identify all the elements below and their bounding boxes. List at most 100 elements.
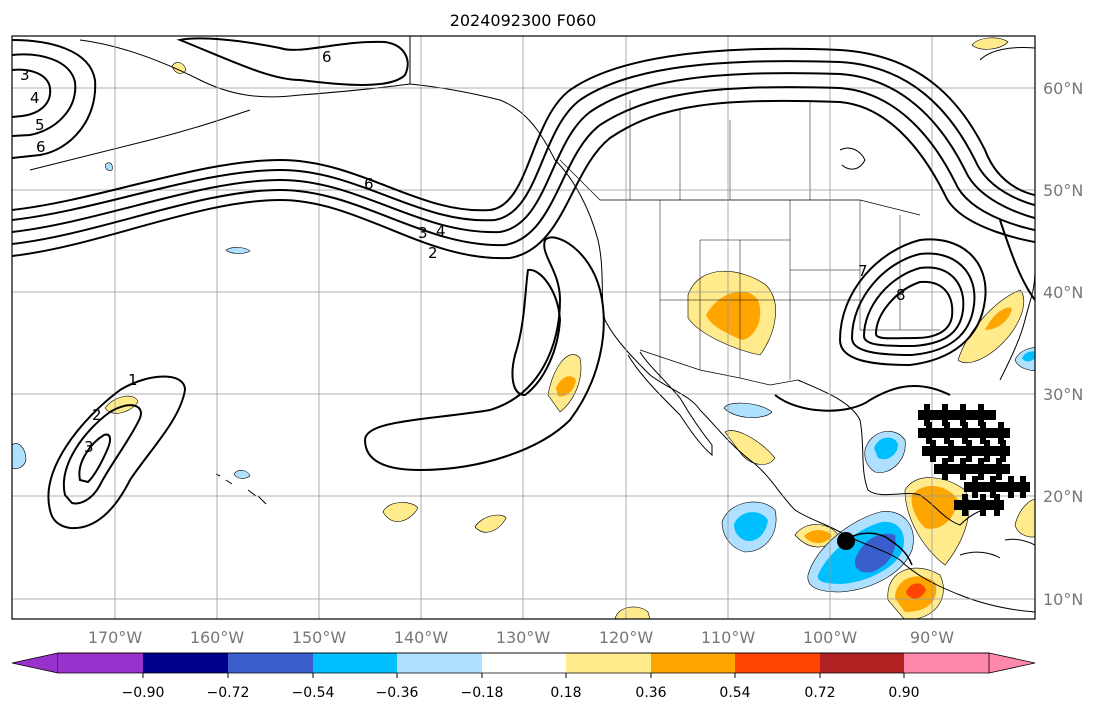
positive-anomaly-arctic — [171, 62, 187, 74]
contour-line-arctic-low-3 — [12, 68, 52, 118]
longitude-tick-label: 160°W — [190, 628, 245, 647]
plus-marker-row-4 — [934, 458, 1010, 480]
colorbar-tick-label: −0.90 — [122, 685, 165, 701]
latitude-tick-label: 50°N — [1043, 181, 1083, 200]
positive-anomaly-caribbean — [1014, 498, 1035, 538]
colorbar-tick-label: 0.72 — [804, 685, 835, 701]
negative-anomaly-guatemala-core — [854, 533, 896, 573]
contour-line-ridge-1 — [12, 47, 1035, 212]
contour-line-trough-west-inner — [511, 268, 562, 397]
contour-label: 2 — [92, 406, 102, 424]
latitude-tick-label: 10°N — [1043, 590, 1083, 609]
longitude-tick-label: 130°W — [496, 628, 551, 647]
contour-label: 5 — [35, 116, 45, 134]
colorbar: −0.90 −0.72 −0.54 −0.36 −0.18 0.18 0.36 … — [11, 652, 1036, 701]
colorbar-segment — [735, 653, 820, 673]
positive-anomaly-pacific-1 — [382, 502, 419, 522]
negative-anomaly-pacific-north — [225, 247, 251, 254]
colorbar-tick-label: −0.54 — [292, 685, 335, 701]
plus-marker-cluster — [918, 404, 1030, 516]
canada-border — [559, 159, 921, 216]
colorbar-tick-label: −0.72 — [207, 685, 250, 701]
contour-label: 1 — [128, 371, 138, 389]
colorbar-tick-label: −0.18 — [461, 685, 504, 701]
contour-line-ridge-4 — [12, 86, 1035, 247]
plus-marker-row-1 — [918, 404, 996, 426]
positive-anomaly-south-edge — [614, 606, 651, 619]
contour-line-low-great-lakes-3 — [862, 266, 965, 348]
plus-marker-row-5 — [964, 476, 1030, 498]
map-panel: 6 3 4 5 6 6 3 4 2 1 2 3 7 8 — [12, 36, 1035, 619]
negative-anomaly-hawaii — [233, 470, 251, 479]
contour-line-ridge-2 — [12, 60, 1035, 222]
contour-line-trough-west — [363, 236, 605, 472]
contour-label: 4 — [30, 89, 40, 107]
longitude-tick-label: 90°W — [910, 628, 954, 647]
latitude-tick-label: 40°N — [1043, 283, 1083, 302]
contour-line-low-great-lakes-2 — [850, 252, 976, 357]
colorbar-segment — [143, 653, 228, 673]
contour-label: 7 — [858, 262, 868, 280]
contour-label: 3 — [84, 438, 94, 456]
contour-labels: 6 3 4 5 6 6 3 4 2 1 2 3 7 8 — [20, 48, 906, 456]
contour-line-gulf-loop — [774, 384, 951, 412]
shaded-anomaly-field — [12, 37, 1035, 619]
positive-anomaly-mexico-west — [724, 430, 776, 465]
contour-line-low-great-lakes-4 — [874, 280, 954, 340]
contour-label: 2 — [428, 244, 438, 262]
hawaii-islands — [215, 473, 267, 505]
colorbar-segment — [566, 653, 651, 673]
colorbar-segment — [397, 653, 482, 673]
aleutian-chain — [29, 109, 251, 171]
positive-anomaly-pacific-2 — [474, 514, 507, 533]
contour-line-hawaii-high-1 — [47, 375, 187, 530]
longitude-axis: 170°W 160°W 150°W 140°W 130°W 120°W 110°… — [88, 628, 954, 647]
greenland-coast — [979, 47, 1035, 61]
colorbar-ticks — [142, 673, 905, 678]
plus-marker-row-3 — [922, 440, 1010, 462]
latitude-tick-label: 30°N — [1043, 385, 1083, 404]
map-frame — [11, 35, 1036, 620]
contour-line-east-coast — [999, 219, 1035, 301]
negative-anomaly-gulf-east — [105, 162, 113, 171]
positive-anomaly-baja-core — [556, 376, 576, 397]
gridlines — [12, 36, 1035, 619]
longitude-tick-label: 100°W — [803, 628, 858, 647]
plus-marker-row-6 — [954, 494, 1004, 516]
contour-label: 6 — [322, 48, 332, 66]
contour-line-hawaii-high-3 — [78, 433, 112, 484]
contour-line-hawaii-high-2 — [62, 404, 142, 505]
contour-label: 4 — [436, 222, 446, 240]
contour-label: 3 — [418, 224, 428, 242]
canada-province-borders — [629, 100, 811, 200]
contour-label: 3 — [20, 66, 30, 84]
contour-label: 6 — [36, 138, 46, 156]
contour-label: 6 — [364, 175, 374, 193]
positive-anomaly-greenland — [971, 37, 1009, 50]
contour-line-ridge-3 — [12, 72, 1035, 234]
alaska-coast — [79, 39, 411, 98]
state-borders — [659, 200, 940, 380]
colorbar-tick-label: 0.90 — [888, 685, 919, 701]
latitude-axis: 60°N 50°N 40°N 30°N 20°N 10°N — [1043, 79, 1083, 609]
colorbar-segment — [482, 653, 566, 673]
colorbar-extend-min — [11, 652, 59, 674]
contour-line-ridge-5 — [12, 99, 1035, 260]
contour-line-alaska-ridge — [176, 37, 409, 86]
positive-anomaly-southwest-core — [706, 291, 761, 340]
longitude-tick-label: 140°W — [394, 628, 449, 647]
figure-title: 2024092300 F060 — [450, 11, 597, 30]
negative-anomaly-gulf-core — [874, 437, 898, 460]
colorbar-segment — [651, 653, 735, 673]
negative-anomaly-florida-core — [1022, 351, 1035, 362]
positive-anomaly-mexico-coast-core — [804, 530, 832, 544]
longitude-tick-label: 150°W — [292, 628, 347, 647]
colorbar-tick-label: −0.36 — [376, 685, 419, 701]
latitude-tick-label: 20°N — [1043, 487, 1083, 506]
gulf-coast — [797, 379, 1001, 526]
negative-anomaly-pacific-mexico-core — [734, 512, 768, 541]
longitude-tick-label: 120°W — [599, 628, 654, 647]
contour-lines — [12, 37, 1035, 530]
caribbean-islands — [959, 538, 1035, 559]
colorbar-segment — [228, 653, 313, 673]
